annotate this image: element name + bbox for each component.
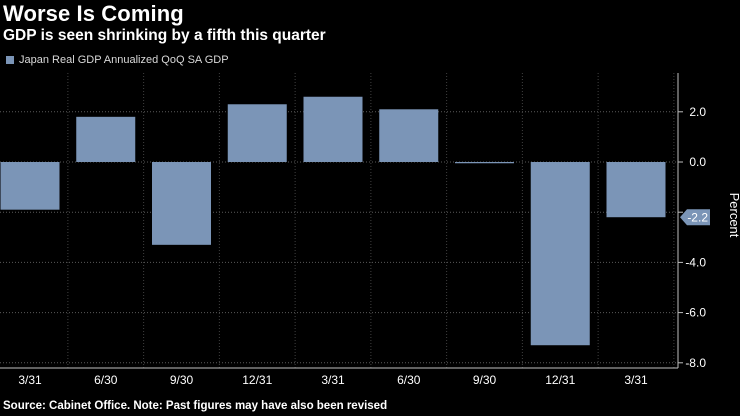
bar-0 bbox=[0, 162, 60, 210]
x-tick-label: 3/31 bbox=[624, 373, 648, 387]
y-axis-title: Percent bbox=[727, 193, 740, 238]
bar-2 bbox=[152, 162, 211, 245]
y-tick-label: -8.0 bbox=[685, 356, 706, 370]
x-tick-label: 6/30 bbox=[397, 373, 421, 387]
bar-1 bbox=[76, 116, 136, 162]
legend-swatch bbox=[6, 56, 14, 64]
legend: Japan Real GDP Annualized QoQ SA GDP bbox=[6, 54, 229, 66]
x-tick-label: 12/31 bbox=[242, 373, 272, 387]
source-note: Source: Cabinet Office. Note: Past figur… bbox=[3, 400, 388, 412]
bar-4 bbox=[303, 96, 363, 162]
y-tick-label: 2.0 bbox=[689, 105, 706, 119]
chart-subtitle: GDP is seen shrinking by a fifth this qu… bbox=[3, 27, 326, 44]
y-tick-label: -4.0 bbox=[685, 255, 706, 269]
last-value-tag bbox=[680, 209, 710, 226]
y-tick-label: -6.0 bbox=[685, 306, 706, 320]
bar-3 bbox=[227, 104, 287, 162]
bar-5 bbox=[379, 109, 439, 162]
chart-title: Worse Is Coming bbox=[3, 1, 184, 26]
x-tick-label: 6/30 bbox=[94, 373, 118, 387]
x-tick-label: 3/31 bbox=[321, 373, 345, 387]
last-value-label: -2.2 bbox=[687, 211, 708, 225]
x-tick-label: 12/31 bbox=[545, 373, 575, 387]
bar-7 bbox=[530, 162, 590, 346]
legend-label: Japan Real GDP Annualized QoQ SA GDP bbox=[19, 54, 229, 66]
x-tick-label: 9/30 bbox=[170, 373, 194, 387]
y-tick-label: 0.0 bbox=[689, 155, 706, 169]
bar-6 bbox=[455, 162, 514, 164]
x-tick-label: 3/31 bbox=[18, 373, 42, 387]
x-tick-label: 9/30 bbox=[473, 373, 497, 387]
last-value-callout: -2.2 bbox=[680, 209, 710, 226]
bar-8 bbox=[606, 162, 666, 218]
